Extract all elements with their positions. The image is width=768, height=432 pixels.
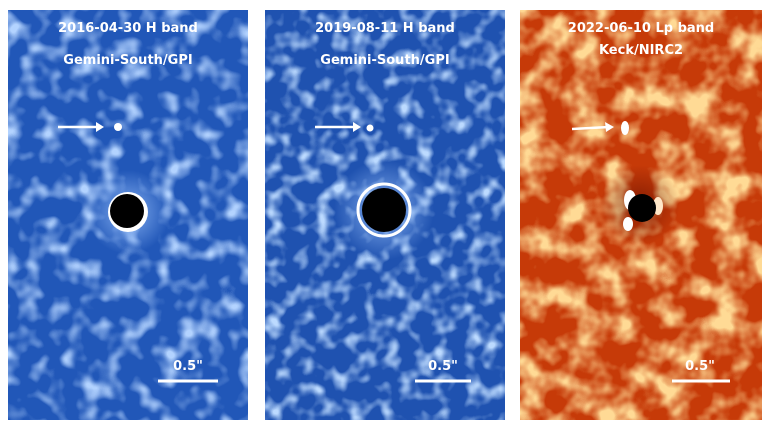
panel-instrument: Gemini-South/GPI xyxy=(63,53,192,68)
speckle xyxy=(623,217,633,231)
scale-label: 0.5" xyxy=(173,359,203,374)
panel-title: 2016-04-30 H band xyxy=(58,21,198,36)
arrow-head xyxy=(605,122,614,132)
coronagraph-mask xyxy=(110,194,144,228)
planet xyxy=(366,124,374,132)
coronagraph-mask xyxy=(362,188,406,232)
panel-title: 2022-06-10 Lp band xyxy=(568,21,714,36)
planet xyxy=(621,121,629,135)
arrow-head xyxy=(353,122,361,132)
arrow xyxy=(571,125,610,131)
panel: 2016-04-30 H band Gemini-South/GPI 0.5" xyxy=(8,10,248,420)
panel-instrument: Gemini-South/GPI xyxy=(320,53,449,68)
star-ring xyxy=(356,182,412,238)
panel: 2019-08-11 H band Gemini-South/GPI 0.5" xyxy=(265,10,505,420)
scale-label: 0.5" xyxy=(428,359,458,374)
panel-instrument: Keck/NIRC2 xyxy=(599,43,683,58)
panel: 2022-06-10 Lp band Keck/NIRC2 0.5" xyxy=(520,10,762,420)
coronagraph-mask xyxy=(628,194,656,222)
scale-label: 0.5" xyxy=(685,359,715,374)
arrow-head xyxy=(96,122,104,132)
planet xyxy=(114,123,122,131)
panel-title: 2019-08-11 H band xyxy=(315,21,455,36)
